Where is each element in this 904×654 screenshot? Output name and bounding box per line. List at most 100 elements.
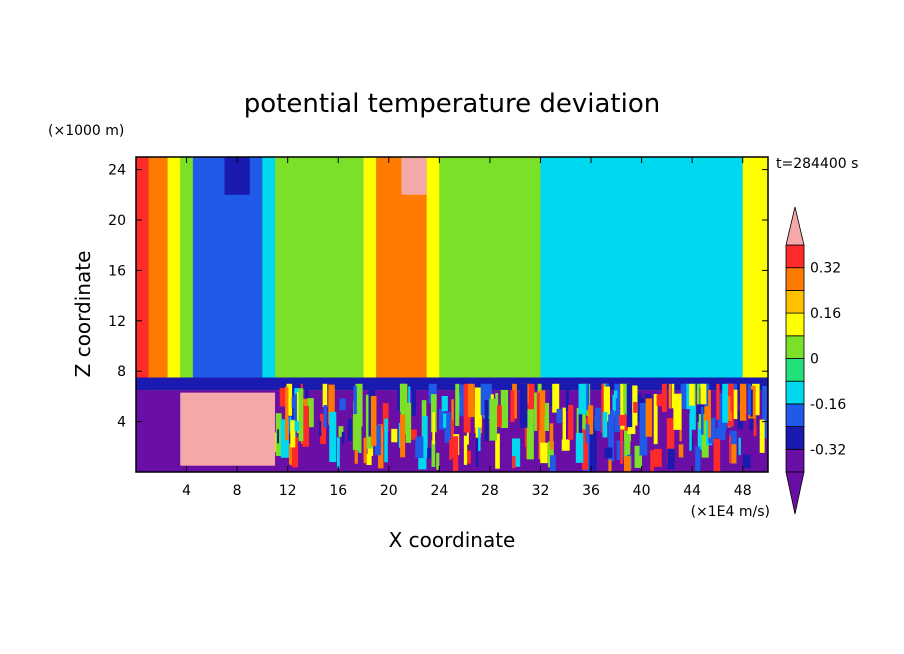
turbulence-streak — [623, 456, 631, 472]
turbulence-streak — [577, 410, 581, 432]
colorbar-label: 0 — [810, 352, 819, 368]
turbulence-streak — [289, 453, 293, 466]
turbulence-streak — [608, 459, 612, 472]
turbulence-streak — [700, 383, 707, 405]
turbulence-streak — [465, 450, 471, 464]
turbulence-streak — [552, 383, 560, 413]
y-tick-label: 4 — [117, 415, 126, 431]
turbulence-streak — [716, 383, 720, 420]
turbulence-streak — [656, 394, 663, 407]
y-unit-label: (×1000 m) — [48, 123, 124, 139]
x-tick-label: 8 — [233, 483, 242, 499]
turbulence-streak — [400, 414, 406, 458]
turbulence-streak — [467, 383, 475, 418]
turbulence-streak — [298, 388, 304, 442]
x-tick-label: 28 — [481, 483, 499, 499]
colorbar-bin — [785, 358, 805, 382]
turbulence-streak — [495, 405, 502, 428]
turbulence-streak — [582, 403, 586, 430]
turbulence-streak — [320, 413, 327, 445]
y-tick-label: 12 — [108, 314, 126, 330]
x-tick-label: 4 — [182, 483, 191, 499]
x-tick-label: 40 — [633, 483, 651, 499]
turbulence-streak — [704, 406, 711, 421]
colorbar-bin — [785, 335, 805, 359]
turbulence-streak — [588, 405, 594, 435]
turbulence-streak — [568, 404, 574, 440]
turbulence-streak — [359, 414, 362, 454]
turbulence-streak — [277, 429, 280, 444]
turbulence-streak — [602, 411, 608, 438]
turbulence-streak — [443, 413, 447, 428]
turbulence-streak — [731, 444, 737, 464]
colorbar-label: -0.16 — [810, 397, 846, 413]
turbulence-streak — [408, 386, 411, 416]
x-tick-label: 12 — [279, 483, 297, 499]
turbulence-streak — [510, 390, 515, 423]
turbulence-streak — [550, 455, 556, 472]
turbulence-streak — [620, 383, 625, 430]
colorbar-bin — [785, 448, 805, 473]
turbulence-streak — [671, 383, 675, 409]
turbulence-streak — [738, 437, 741, 456]
turbulence-streak — [666, 418, 675, 465]
turbulence-streak — [428, 383, 437, 404]
turbulence-streak — [459, 384, 465, 417]
x-tick-label: 32 — [532, 483, 550, 499]
field-region-2 — [167, 157, 181, 384]
colorbar-under-arrow — [785, 471, 805, 515]
turbulence-streak — [444, 412, 451, 443]
turbulence-streak — [534, 392, 540, 431]
turbulence-streak — [759, 419, 765, 453]
turbulence-streak — [436, 452, 440, 470]
turbulence-streak — [667, 448, 675, 470]
turbulence-streak — [689, 383, 695, 407]
turbulence-streak — [427, 448, 432, 459]
turbulence-streak — [729, 435, 731, 463]
turbulence-streak — [463, 383, 471, 433]
colorbar-bin — [785, 403, 805, 427]
turbulence-streak — [693, 383, 696, 415]
turbulence-streak — [650, 450, 654, 472]
x-unit-label: (×1E4 m/s) — [691, 504, 770, 520]
turbulence-streak — [668, 383, 672, 409]
turbulence-streak — [608, 410, 615, 462]
turbulence-streak — [302, 405, 310, 447]
turbulence-streak — [724, 396, 732, 421]
turbulence-streak — [519, 383, 528, 428]
turbulence-streak — [680, 383, 689, 409]
turbulence-streak — [747, 383, 751, 415]
turbulence-streak — [565, 383, 569, 411]
turbulence-streak — [363, 437, 367, 464]
turbulence-streak — [452, 436, 459, 471]
turbulence-streak — [292, 437, 299, 468]
turbulence-streak — [319, 420, 322, 437]
turbulence-streak — [512, 456, 516, 469]
field-region-10 — [401, 157, 427, 195]
turbulence-streak — [422, 415, 428, 458]
turbulence-streak — [585, 423, 588, 443]
x-tick-label: 20 — [380, 483, 398, 499]
field-region-3 — [180, 157, 193, 384]
turbulence-streak — [418, 454, 427, 470]
colorbar-bin — [785, 267, 805, 291]
x-axis-title: X coordinate — [389, 528, 516, 552]
turbulence-streak — [500, 389, 509, 428]
y-axis: 4 8 12 16 20 24 — [108, 163, 768, 431]
field-region-5 — [224, 157, 250, 195]
turbulence-streak — [370, 395, 377, 446]
turbulence-streak — [730, 389, 738, 420]
turbulence-streak — [624, 428, 631, 469]
turbulence-streak — [549, 423, 554, 450]
turbulence-streak — [376, 432, 379, 445]
turbulence-streak — [540, 442, 548, 464]
turbulence-streak — [701, 406, 704, 435]
field-region-6 — [262, 157, 276, 384]
colorbar: -0.32 -0.16 0 0.16 0.32 — [785, 206, 846, 515]
x-axis: 4 8 12 16 20 24 28 32 36 40 44 48 — [182, 157, 752, 499]
turbulence-streak — [328, 384, 335, 425]
turbulence-streak — [475, 412, 479, 467]
turbulence-streak — [689, 413, 692, 451]
turbulence-streak — [544, 402, 550, 431]
field-region-13 — [540, 157, 743, 384]
